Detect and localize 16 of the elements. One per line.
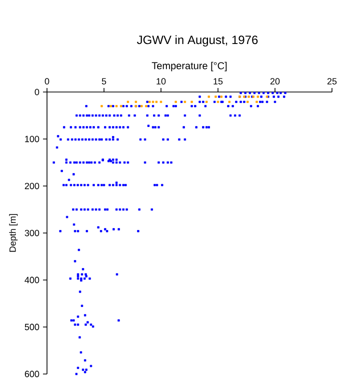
x-tick-label: 20 [270, 78, 280, 84]
y-tick-label: 200 [24, 182, 40, 190]
y-tick-label: 0 [34, 88, 40, 96]
x-tick-label: 5 [102, 78, 106, 84]
x-axis-title: Temperature [°C] [152, 62, 227, 72]
x-tick-label: 0 [44, 78, 50, 84]
y-axis-title: Depth [m] [9, 214, 18, 252]
x-tick-label: 15 [214, 78, 223, 84]
y-tick-label: 400 [24, 276, 40, 284]
x-tick-label: 10 [156, 78, 166, 84]
y-tick-label: 500 [24, 324, 40, 330]
y-tick-label: 600 [24, 370, 40, 378]
y-tick-label: 300 [24, 230, 40, 236]
x-tick-label: 25 [327, 78, 337, 84]
chart-title: JGWV in August, 1976 [136, 35, 258, 46]
y-tick-label: 100 [25, 136, 40, 142]
